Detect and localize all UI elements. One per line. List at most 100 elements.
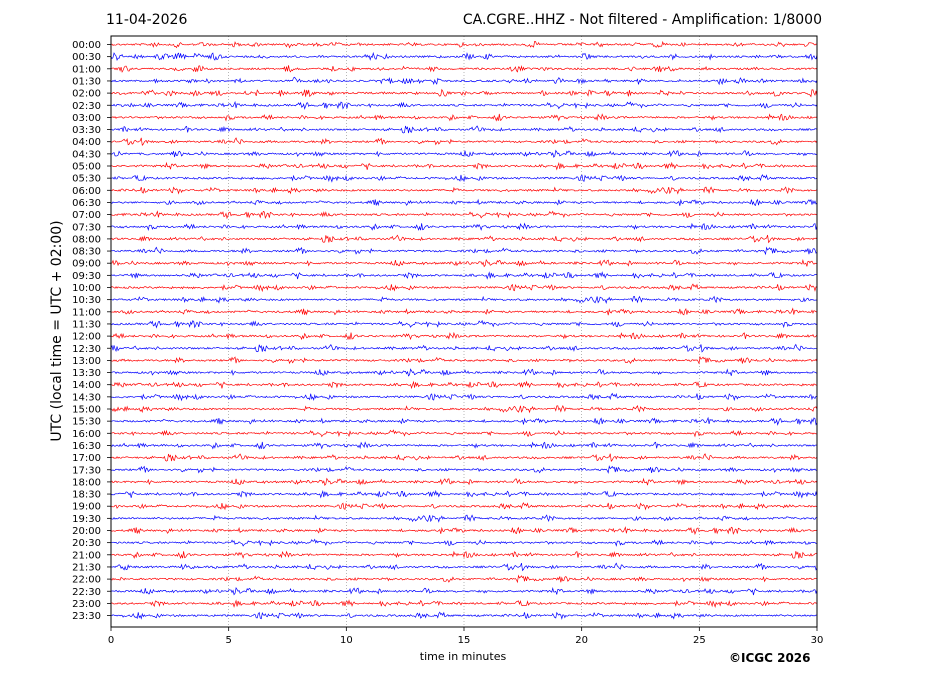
row-time-label: 22:30 xyxy=(72,587,101,598)
trace-line xyxy=(110,51,818,61)
row-time-label: 16:00 xyxy=(72,429,101,440)
trace-line xyxy=(110,234,818,244)
x-tick-label: 20 xyxy=(575,635,588,646)
trace-line xyxy=(110,538,818,547)
trace-line xyxy=(110,198,818,207)
trace-line xyxy=(110,331,818,341)
trace-line xyxy=(110,429,818,438)
date-label: 11-04-2026 xyxy=(106,12,188,28)
trace-line xyxy=(110,295,818,305)
row-time-label: 21:00 xyxy=(72,550,101,561)
row-time-label: 15:30 xyxy=(72,417,101,428)
row-time-label: 13:30 xyxy=(72,368,101,379)
trace-line xyxy=(110,174,818,183)
x-tick-label: 10 xyxy=(340,635,353,646)
row-time-label: 12:30 xyxy=(72,344,101,355)
row-time-label: 06:30 xyxy=(72,198,101,209)
row-time-label: 20:30 xyxy=(72,538,101,549)
chart-title: CA.CGRE..HHZ - Not filtered - Amplificat… xyxy=(462,12,822,28)
row-time-label: 00:00 xyxy=(72,40,101,51)
copyright-label: ©ICGC 2026 xyxy=(729,651,811,665)
trace-line xyxy=(110,210,818,220)
trace-line xyxy=(110,416,818,426)
row-time-label: 15:00 xyxy=(72,405,101,416)
trace-line xyxy=(110,258,818,268)
row-time-label: 01:30 xyxy=(72,76,101,87)
trace-line xyxy=(110,65,818,73)
row-time-label: 12:00 xyxy=(72,332,101,343)
row-time-label: 08:00 xyxy=(72,234,101,245)
trace-line xyxy=(110,599,818,608)
trace-line xyxy=(110,611,818,620)
row-time-label: 09:00 xyxy=(72,259,101,270)
trace-line xyxy=(110,137,818,147)
row-time-label: 01:00 xyxy=(72,64,101,75)
trace-line xyxy=(110,502,818,511)
plot-frame xyxy=(110,35,818,628)
trace-line xyxy=(110,477,818,486)
trace-line xyxy=(110,405,818,414)
row-time-label: 18:00 xyxy=(72,477,101,488)
row-time-label: 03:00 xyxy=(72,113,101,124)
trace-line xyxy=(110,368,818,377)
row-time-label: 16:30 xyxy=(72,441,101,452)
trace-line xyxy=(110,100,818,110)
row-time-label: 20:00 xyxy=(72,526,101,537)
row-time-label: 04:00 xyxy=(72,137,101,148)
row-time-label: 14:00 xyxy=(72,380,101,391)
row-time-label: 19:00 xyxy=(72,502,101,513)
trace-line xyxy=(110,40,818,49)
x-tick-label: 30 xyxy=(811,635,824,646)
trace-line xyxy=(110,526,818,536)
row-time-label: 17:00 xyxy=(72,453,101,464)
trace-line xyxy=(110,319,818,329)
row-time-label: 14:30 xyxy=(72,392,101,403)
row-time-label: 11:30 xyxy=(72,319,101,330)
x-axis-label: time in minutes xyxy=(419,650,507,663)
trace-line xyxy=(110,355,818,365)
trace-line xyxy=(110,149,818,158)
trace-line xyxy=(110,489,818,499)
row-time-label: 10:30 xyxy=(72,295,101,306)
row-time-label: 04:30 xyxy=(72,149,101,160)
trace-line xyxy=(110,186,818,195)
row-time-label: 06:00 xyxy=(72,186,101,197)
row-time-label: 00:30 xyxy=(72,52,101,63)
trace-line xyxy=(110,562,818,572)
row-time-label: 10:00 xyxy=(72,283,101,294)
x-tick-label: 15 xyxy=(458,635,471,646)
x-tick-label: 25 xyxy=(693,635,706,646)
trace-line xyxy=(110,283,818,293)
trace-line xyxy=(110,271,817,280)
trace-line xyxy=(110,465,818,474)
trace-line xyxy=(110,586,818,596)
trace-line xyxy=(110,222,818,231)
trace-line xyxy=(110,514,817,523)
trace-line xyxy=(110,125,818,134)
trace-line xyxy=(110,161,818,171)
row-time-label: 11:00 xyxy=(72,307,101,318)
trace-line xyxy=(110,392,818,402)
row-time-label: 09:30 xyxy=(72,271,101,282)
row-time-label: 07:00 xyxy=(72,210,101,221)
row-time-label: 23:00 xyxy=(72,599,101,610)
row-time-label: 02:30 xyxy=(72,101,101,112)
trace-line xyxy=(110,380,818,390)
trace-line xyxy=(110,88,818,98)
row-time-label: 13:00 xyxy=(72,356,101,367)
row-time-label: 02:00 xyxy=(72,89,101,100)
trace-line xyxy=(110,574,818,584)
trace-line xyxy=(110,343,818,353)
x-tick-label: 0 xyxy=(108,635,114,646)
trace-line xyxy=(110,76,818,86)
trace-line xyxy=(110,453,818,462)
row-time-label: 21:30 xyxy=(72,562,101,573)
trace-line xyxy=(110,441,818,450)
x-tick-label: 5 xyxy=(225,635,231,646)
row-time-label: 05:30 xyxy=(72,174,101,185)
trace-line xyxy=(110,113,818,122)
row-time-label: 17:30 xyxy=(72,465,101,476)
row-time-label: 05:00 xyxy=(72,162,101,173)
row-time-label: 18:30 xyxy=(72,490,101,501)
